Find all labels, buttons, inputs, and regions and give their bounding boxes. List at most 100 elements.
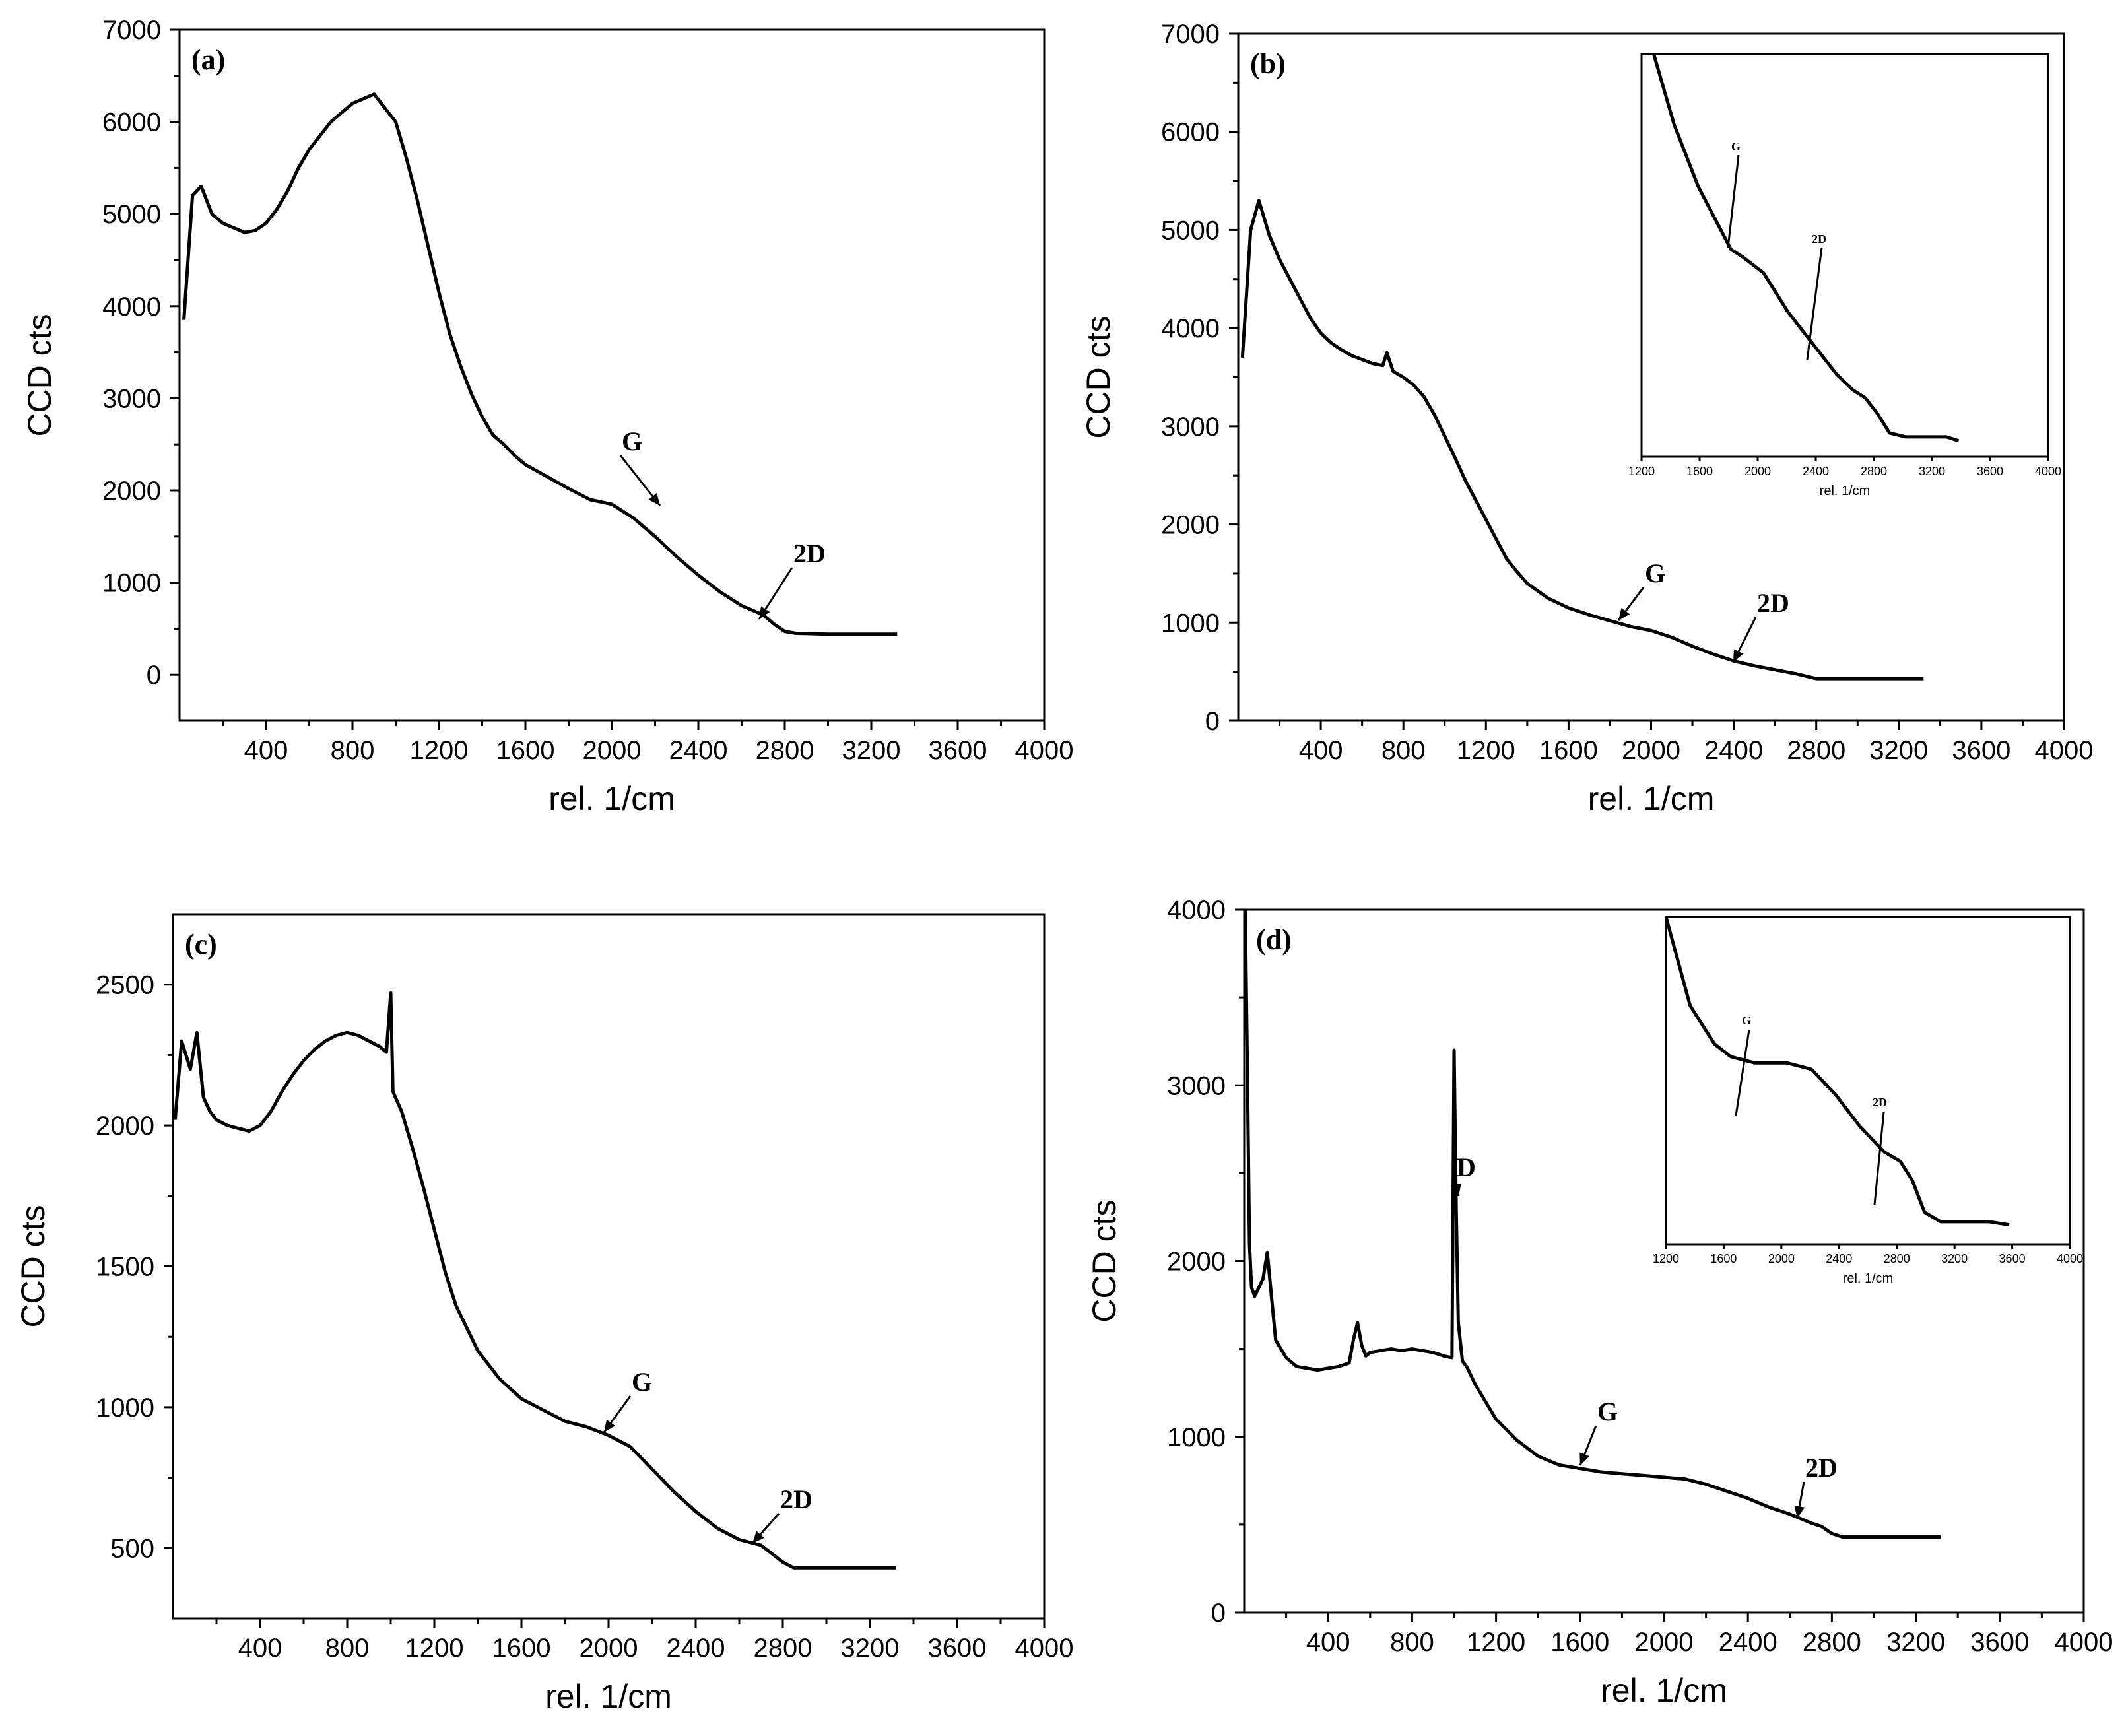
y-axis-label: CCD cts	[21, 314, 58, 436]
y-tick-label: 2000	[96, 1112, 154, 1141]
inset-x-tick-label: 1600	[1686, 465, 1713, 478]
inset-annotation-arrow	[1873, 1112, 1885, 1205]
inset-x-tick-label: 2400	[1826, 1252, 1852, 1265]
annotation-arrow-head	[1579, 1452, 1590, 1465]
y-tick-label: 2000	[1161, 511, 1220, 540]
x-tick-label: 2000	[1622, 736, 1680, 765]
x-tick-label: 2000	[1635, 1628, 1694, 1657]
x-tick-label: 2400	[667, 1634, 725, 1663]
peak-annotation-d: D	[1457, 1152, 1476, 1182]
peak-annotation-g: G	[622, 426, 642, 456]
x-tick-label: 2000	[580, 1634, 638, 1663]
y-tick-label: 1000	[1167, 1423, 1226, 1452]
inset-spectrum-line	[1664, 916, 2010, 1227]
inset-x-tick-label: 2000	[1744, 465, 1771, 478]
x-tick-label: 3600	[1952, 736, 2010, 765]
y-tick-label: 3000	[102, 384, 161, 413]
y-tick-label: 0	[1205, 707, 1220, 736]
x-axis-label: rel. 1/cm	[548, 780, 675, 817]
x-tick-label: 1200	[405, 1634, 464, 1663]
x-tick-label: 2800	[756, 736, 814, 765]
inset-peak-annotation-g: G	[1731, 140, 1741, 153]
inset-x-axis-label: rel. 1/cm	[1820, 484, 1871, 498]
plot-frame	[178, 28, 1046, 722]
x-tick-label: 4000	[2055, 1628, 2113, 1657]
inset-x-tick-label: 2000	[1768, 1252, 1795, 1265]
x-tick-label: 1200	[1467, 1628, 1525, 1657]
inset-x-tick-label: 4000	[2057, 1252, 2083, 1265]
inset-x-tick-label: 4000	[2035, 465, 2061, 478]
x-tick-label: 1600	[1550, 1628, 1609, 1657]
inset-x-axis-label: rel. 1/cm	[1843, 1271, 1894, 1286]
inset-annotation-arrow	[1806, 247, 1823, 360]
inset-x-tick-label: 2800	[1861, 465, 1887, 478]
x-tick-label: 1600	[1539, 736, 1598, 765]
inset-annotation-arrow	[1735, 1029, 1750, 1116]
peak-annotation-2d: 2D	[793, 539, 826, 568]
peak-annotation-g: G	[632, 1367, 652, 1397]
x-axis-label: rel. 1/cm	[1601, 1672, 1727, 1709]
peak-annotation-g: G	[1597, 1397, 1618, 1426]
x-tick-label: 2800	[1803, 1628, 1861, 1657]
inset-x-tick-label: 1200	[1653, 1252, 1679, 1265]
x-axis-label: rel. 1/cm	[545, 1678, 672, 1715]
chart-panel-bottom-right: 400 800 1200 1600 2000 2400 2800 3200 3600 4000 0 1…	[1086, 896, 2113, 1709]
x-tick-label: 3600	[928, 1634, 987, 1663]
annotation-arrow-head	[759, 606, 770, 619]
inset-x-tick-label: 1600	[1710, 1252, 1737, 1265]
spectrum-line	[173, 991, 896, 1570]
x-tick-label: 2800	[1787, 736, 1845, 765]
x-tick-label: 1600	[496, 736, 555, 765]
peak-annotation-2d: 2D	[780, 1485, 813, 1514]
y-tick-label: 2000	[102, 477, 161, 506]
y-tick-label: 6000	[1161, 118, 1220, 147]
x-tick-label: 400	[1299, 736, 1343, 765]
x-tick-label: 4000	[2035, 736, 2094, 765]
peak-annotation-2d: 2D	[1757, 588, 1789, 618]
annotation-arrow-head	[604, 1419, 616, 1432]
x-tick-label: 2000	[583, 736, 642, 765]
x-tick-label: 4000	[1015, 736, 1074, 765]
inset-frame	[1640, 53, 2049, 458]
x-tick-label: 400	[244, 736, 288, 765]
inset-annotation-arrow	[1727, 154, 1740, 248]
x-tick-label: 800	[1381, 736, 1426, 765]
inset-x-tick-label: 3200	[1941, 1252, 1968, 1265]
x-tick-label: 400	[1306, 1628, 1350, 1657]
peak-annotation-2d: 2D	[1805, 1453, 1838, 1483]
chart-panel-bottom-left: 400 800 1200 1600 2000 2400 2800 3200 3600 4000 50…	[15, 913, 1073, 1715]
inset-peak-annotation-2d: 2D	[1873, 1096, 1887, 1109]
y-tick-label: 6000	[102, 108, 161, 137]
y-axis-label: CCD cts	[1080, 316, 1117, 438]
inset-x-tick-label: 2800	[1884, 1252, 1910, 1265]
x-tick-label: 3200	[841, 1634, 900, 1663]
inset-frame	[1665, 916, 2071, 1246]
peak-annotation-g: G	[1645, 558, 1665, 588]
inset-x-tick-label: 3200	[1919, 465, 1945, 478]
plot-frame	[172, 913, 1046, 1620]
x-tick-label: 3200	[842, 736, 901, 765]
x-tick-label: 1200	[410, 736, 469, 765]
spectrum-line	[1240, 199, 1924, 681]
x-tick-label: 3600	[1970, 1628, 2029, 1657]
inset-peak-annotation-2d: 2D	[1812, 232, 1826, 246]
panel-label: (b)	[1250, 48, 1286, 80]
y-tick-label: 5000	[1161, 216, 1220, 245]
y-tick-label: 3000	[1167, 1071, 1226, 1100]
y-tick-label: 1500	[96, 1253, 154, 1282]
y-tick-label: 5000	[102, 200, 161, 229]
panel-label: (a)	[191, 44, 225, 76]
x-tick-label: 2400	[1704, 736, 1763, 765]
x-tick-label: 800	[1390, 1628, 1434, 1657]
x-tick-label: 400	[238, 1634, 282, 1663]
x-tick-label: 1600	[492, 1634, 551, 1663]
chart-panel-top-right: 400 800 1200 1600 2000 2400 2800 3200 3600 4000 0 1…	[1080, 20, 2093, 817]
y-tick-label: 500	[110, 1534, 154, 1563]
y-tick-label: 2000	[1167, 1248, 1226, 1277]
annotation-arrow-head	[1451, 1183, 1461, 1196]
x-tick-label: 800	[331, 736, 375, 765]
x-tick-label: 3600	[929, 736, 987, 765]
y-tick-label: 7000	[102, 16, 161, 45]
y-axis-label: CCD cts	[1086, 1199, 1123, 1322]
